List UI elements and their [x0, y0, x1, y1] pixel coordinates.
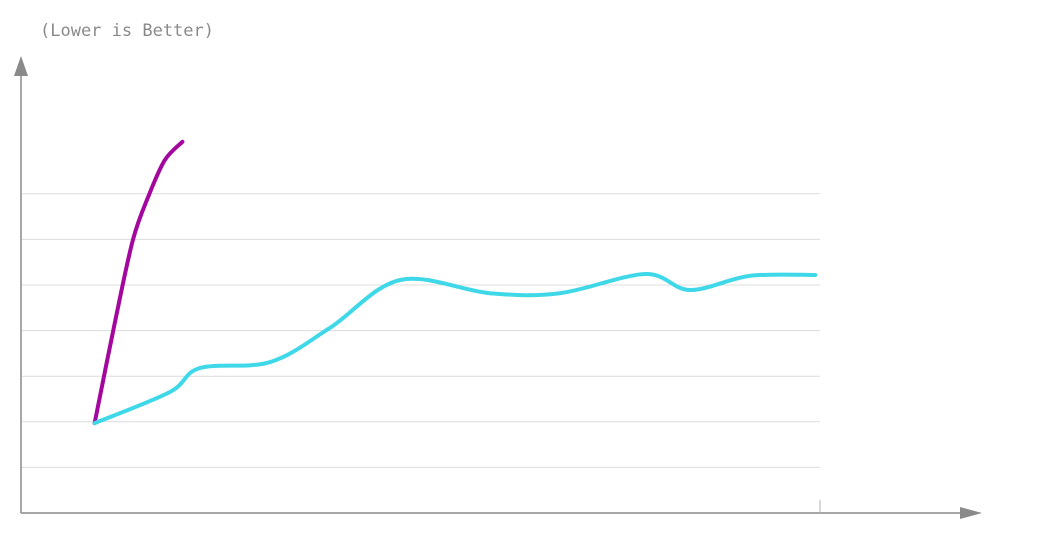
series-line [92, 139, 185, 426]
x-axis-arrow [960, 507, 982, 519]
chart-title: (Lower is Better) [40, 21, 214, 41]
series-line [92, 272, 818, 426]
y-axis-arrow [14, 56, 28, 76]
